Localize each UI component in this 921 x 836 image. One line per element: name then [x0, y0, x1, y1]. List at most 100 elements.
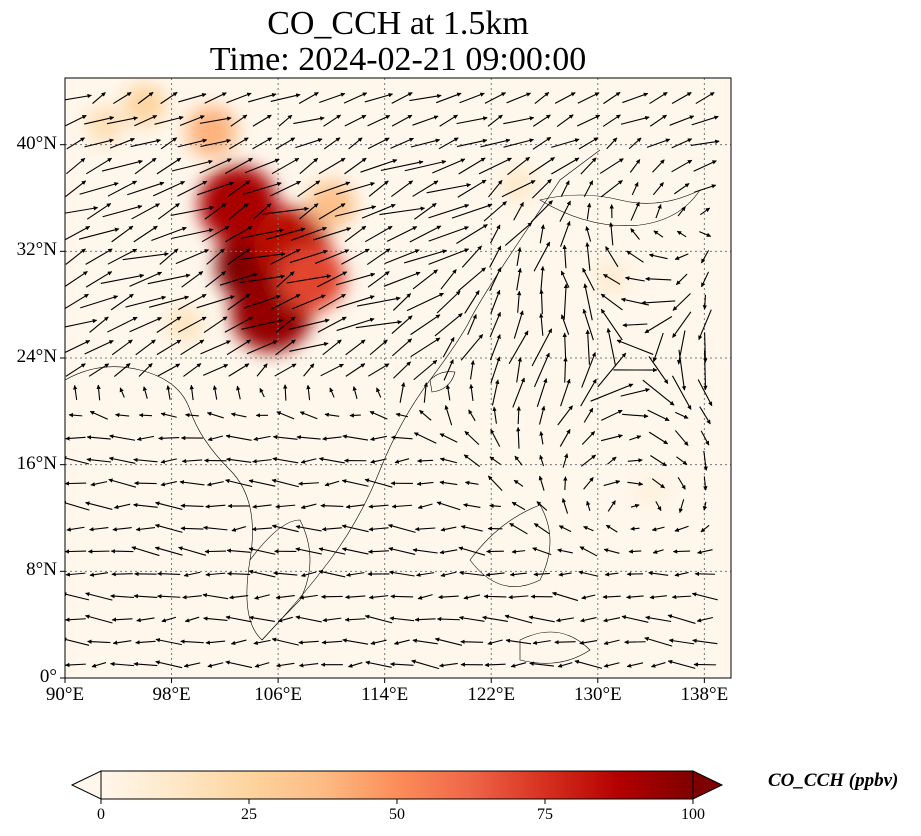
wind-arrow — [676, 230, 687, 238]
wind-arrow — [505, 638, 532, 645]
wind-arrow — [489, 456, 501, 465]
wind-arrow — [622, 413, 649, 419]
wind-arrow — [536, 378, 548, 407]
wind-arrow — [344, 225, 367, 243]
wind-arrow — [334, 205, 377, 217]
wind-arrow — [674, 571, 689, 577]
wind-arrow — [297, 180, 321, 197]
wind-arrow — [490, 356, 501, 384]
wind-arrow — [442, 336, 455, 358]
wind-arrow — [492, 406, 497, 424]
wind-arrow — [621, 615, 649, 623]
wind-arrow — [113, 363, 131, 377]
wind-arrow — [138, 363, 153, 377]
wind-arrow — [299, 594, 318, 600]
wind-arrow — [364, 478, 393, 488]
wind-arrow — [298, 663, 319, 668]
wind-arrow — [248, 569, 276, 578]
wind-arrow — [256, 363, 268, 377]
wind-arrow — [439, 433, 458, 443]
wind-arrow — [556, 114, 574, 128]
wind-arrow — [156, 316, 182, 333]
wind-arrow — [135, 339, 156, 356]
wind-arrow — [671, 375, 692, 410]
wind-arrow — [138, 413, 152, 418]
wind-arrow — [229, 137, 249, 150]
wind-arrow — [344, 114, 367, 127]
wind-arrow — [230, 412, 247, 418]
wind-arrow — [674, 525, 689, 532]
wind-arrow — [142, 386, 148, 399]
wind-arrow — [562, 244, 567, 269]
wind-arrow — [178, 546, 207, 556]
wind-arrow — [298, 92, 319, 104]
wind-arrow — [539, 431, 544, 445]
wind-arrow — [368, 363, 390, 377]
wind-arrow — [395, 412, 409, 418]
wind-arrow — [205, 640, 226, 645]
wind-arrow — [108, 478, 137, 488]
wind-arrow — [695, 91, 715, 105]
wind-arrow — [672, 311, 692, 338]
wind-arrow — [436, 616, 460, 622]
wind-arrow — [490, 428, 501, 447]
wind-arrow — [134, 115, 158, 127]
wind-arrow — [503, 138, 534, 148]
wind-arrow — [434, 637, 463, 646]
wind-arrow — [391, 338, 413, 357]
wind-arrow — [586, 202, 592, 220]
wind-arrow — [368, 595, 389, 600]
wind-arrow — [697, 549, 713, 555]
wind-arrow — [115, 412, 130, 418]
wind-arrow — [112, 527, 132, 532]
wind-arrow — [605, 246, 619, 268]
wind-arrow — [703, 350, 708, 391]
wind-arrow — [134, 157, 157, 175]
wind-arrow — [603, 91, 621, 105]
wind-arrow — [600, 434, 623, 442]
wind-arrow — [606, 137, 618, 150]
wind-arrow — [66, 157, 86, 175]
wind-arrow — [411, 659, 440, 670]
lon-tick-label: 130°E — [573, 684, 622, 705]
wind-arrow — [177, 138, 208, 148]
wind-arrow — [627, 481, 644, 487]
wind-arrow — [533, 241, 551, 272]
wind-arrow — [88, 363, 110, 377]
wind-arrow — [456, 116, 488, 125]
wind-arrow — [275, 339, 296, 356]
wind-arrow — [600, 308, 623, 341]
wind-arrow — [65, 456, 90, 465]
wind-arrow — [336, 182, 375, 195]
wind-arrow — [491, 379, 500, 406]
wind-arrow — [489, 311, 501, 338]
wind-arrow — [458, 546, 486, 556]
wind-arrow — [270, 93, 301, 102]
wind-arrow — [207, 662, 224, 668]
wind-arrow — [289, 341, 329, 352]
wind-arrow — [65, 481, 87, 486]
colorbar-tick-label: 0 — [97, 806, 105, 823]
colorbar-tick-label: 100 — [681, 806, 705, 823]
wind-arrow — [439, 549, 458, 555]
wind-arrow — [603, 617, 621, 623]
wind-arrow — [242, 182, 282, 195]
wind-arrow — [630, 228, 640, 240]
wind-arrow — [230, 639, 247, 646]
wind-arrow — [509, 522, 528, 535]
wind-arrow — [270, 248, 301, 265]
wind-arrow — [321, 526, 342, 532]
wind-arrow — [482, 615, 508, 623]
wind-arrow — [578, 570, 599, 577]
lat-tick-label: 16°N — [16, 452, 57, 474]
wind-arrow — [560, 220, 571, 247]
wind-arrow — [434, 312, 463, 337]
wind-arrow — [649, 114, 667, 127]
wind-arrow — [428, 203, 470, 219]
wind-arrow — [630, 503, 640, 509]
wind-arrow — [509, 572, 527, 577]
wind-arrow — [409, 225, 442, 243]
wind-arrow — [156, 157, 182, 175]
wind-arrow — [388, 546, 416, 555]
wind-arrow — [510, 662, 527, 668]
